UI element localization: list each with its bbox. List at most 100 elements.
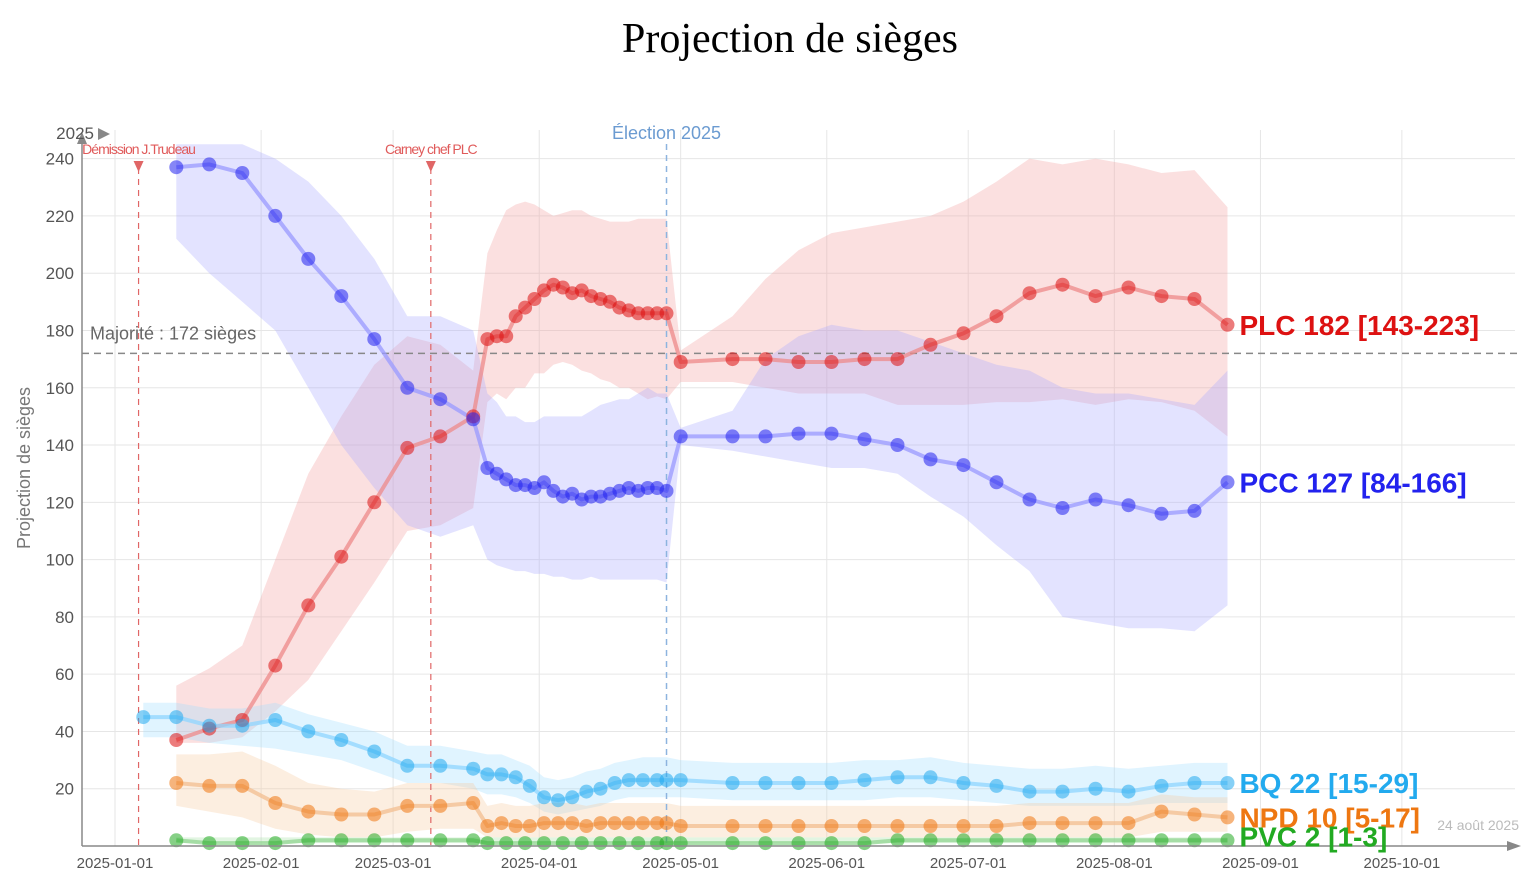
point-bq [1121,784,1136,799]
point-pcc [466,412,481,427]
point-plc [301,598,316,613]
point-plc [169,733,184,747]
point-pvc [890,833,905,848]
point-pvc [169,833,184,848]
point-bq [537,790,551,805]
point-pcc [857,432,872,447]
point-pcc [1187,503,1202,518]
point-npd [923,819,938,833]
point-pvc [791,836,806,851]
y-tick-label: 240 [46,150,74,169]
point-bq [334,733,349,747]
point-pvc [824,836,839,851]
point-npd [791,819,806,833]
x-tick-label: 2025-07-01 [930,855,1007,872]
date-stamp: 24 août 2025 [1437,817,1519,833]
point-pvc [537,836,551,851]
x-tick-label: 2025-09-01 [1222,855,1299,872]
point-bq [857,773,872,788]
point-pcc [659,483,674,498]
end-label-bq: BQ 22 [15-29] [1239,768,1418,799]
point-npd [494,816,509,831]
point-bq [494,767,509,782]
point-pvc [631,836,646,851]
x-tick-label: 2025-04-01 [501,855,578,872]
point-plc [518,300,533,315]
grid [82,130,1515,846]
point-bq [480,767,495,782]
point-bq [551,793,566,808]
point-npd [565,816,580,831]
band-pcc [176,144,1228,632]
point-bq [136,710,151,725]
end-label-plc: PLC 182 [143-223] [1239,310,1479,341]
point-pvc [857,836,872,851]
point-plc [857,352,872,367]
point-bq [824,776,839,790]
uncertainty-bands [143,144,1228,844]
point-pcc [791,426,806,441]
point-pvc [202,836,217,851]
point-npd [659,816,674,831]
point-pcc [890,438,905,452]
y-tick-label: 20 [55,780,74,799]
y-tick-label: 160 [46,379,74,398]
point-pcc [1055,501,1070,515]
point-plc [527,292,542,306]
point-npd [537,816,551,831]
event-label: Carney chef PLC [385,141,477,157]
point-pvc [1187,833,1202,848]
point-bq [400,758,415,773]
point-plc [334,549,349,564]
point-pvc [612,836,627,851]
point-bq [1187,776,1202,790]
point-npd [1088,816,1103,831]
point-plc [673,355,688,369]
point-pcc [169,160,184,175]
point-bq [607,776,622,790]
reference-lines: Majorité : 172 sièges Démission J.Trudeau… [82,123,1521,846]
point-bq [956,776,971,790]
end-label-pcc: PCC 127 [84-166] [1239,467,1466,498]
point-pvc [1220,833,1235,848]
point-bq [1088,781,1103,796]
point-bq [169,710,184,725]
point-pcc [1220,475,1235,490]
point-npd [235,778,250,793]
point-bq [268,713,283,727]
event-label: Démission J.Trudeau [82,141,195,157]
point-pvc [400,833,415,848]
point-pcc [923,452,938,467]
point-pvc [956,833,971,848]
point-bq [367,744,382,759]
point-plc [725,352,740,367]
point-plc [791,355,806,369]
point-pvc [433,833,448,848]
chart-title: Projection de sièges [622,16,958,62]
point-pvc [518,836,533,851]
point-pcc [537,475,551,490]
point-pvc [923,833,938,848]
point-bq [635,773,650,788]
point-pcc [1121,498,1136,513]
point-plc [367,495,382,510]
x-tick-label: 2025-02-01 [223,855,300,872]
point-bq [508,770,523,785]
point-npd [857,819,872,833]
y-tick-label: 40 [55,722,74,741]
point-plc [824,355,839,369]
point-pvc [758,836,773,851]
y-tick-label: 220 [46,207,74,226]
y-tick-label: 200 [46,264,74,283]
event-marker [133,161,144,172]
majority-label: Majorité : 172 sièges [90,323,256,343]
point-bq [301,724,316,739]
point-pcc [433,392,448,407]
point-npd [202,778,217,793]
point-plc [268,658,283,673]
point-pcc [824,426,839,441]
point-pvc [555,836,570,851]
point-pvc [367,833,382,848]
point-pvc [499,836,514,851]
point-plc [400,440,415,455]
